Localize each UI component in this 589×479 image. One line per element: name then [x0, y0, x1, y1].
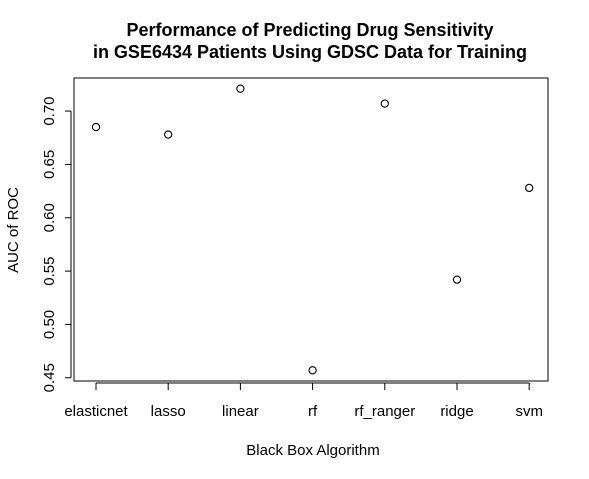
y-tick-label: 0.60 [41, 203, 58, 232]
x-tick-label: rf [308, 403, 318, 420]
data-point [91, 122, 101, 132]
y-axis: 0.45 0.50 0.55 0.60 0.65 0.70 [41, 96, 72, 392]
data-points [91, 84, 534, 375]
x-tick-label: linear [222, 403, 259, 420]
data-point [308, 366, 317, 375]
chart-title-line-2: in GSE6434 Patients Using GDSC Data for … [93, 42, 527, 62]
chart-title-line-1: Performance of Predicting Drug Sensitivi… [126, 20, 493, 40]
y-tick-label: 0.65 [41, 150, 58, 179]
x-axis-label: Black Box Algorithm [246, 442, 379, 459]
y-tick-label: 0.70 [41, 96, 58, 125]
x-tick-label: lasso [151, 403, 186, 420]
x-tick-label: elasticnet [64, 403, 128, 420]
x-tick-label: svm [515, 403, 543, 420]
plot-area-border [73, 77, 549, 382]
data-point [380, 99, 389, 108]
x-tick-label: ridge [440, 403, 473, 420]
x-axis: elasticnet lasso linear rf rf_ranger ridge svm [64, 382, 543, 420]
y-tick-label: 0.45 [41, 363, 58, 392]
data-point [164, 130, 173, 139]
y-tick-label: 0.50 [41, 310, 58, 339]
y-tick-label: 0.55 [41, 257, 58, 286]
data-point [452, 275, 462, 284]
x-tick-label: rf_ranger [354, 403, 415, 420]
data-point [236, 84, 245, 93]
data-point [525, 183, 534, 193]
y-axis-label: AUC of ROC [5, 187, 22, 273]
